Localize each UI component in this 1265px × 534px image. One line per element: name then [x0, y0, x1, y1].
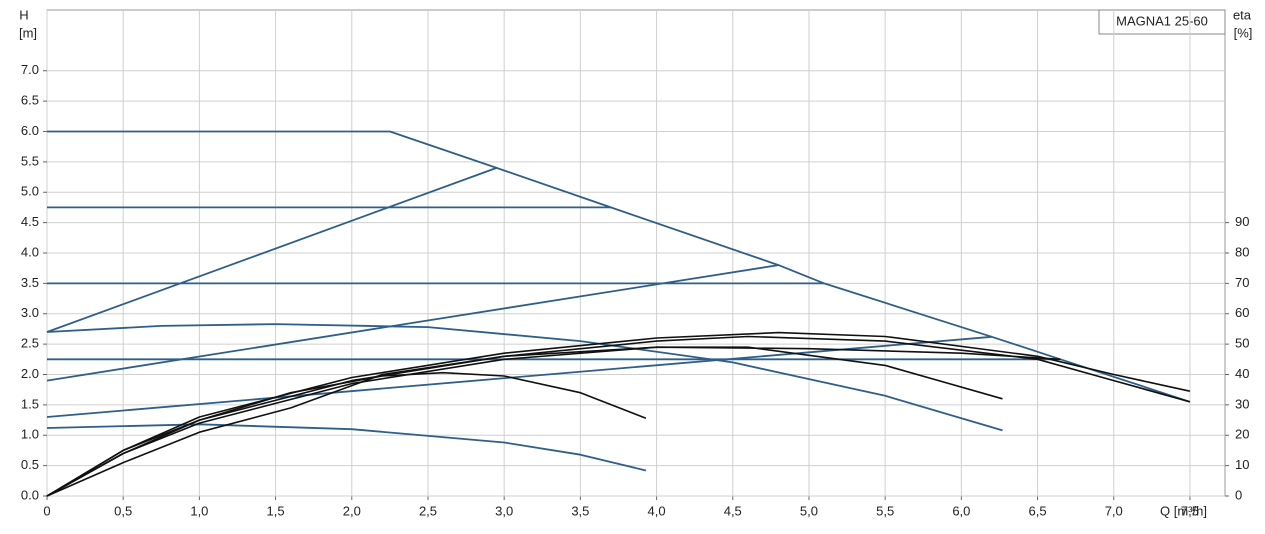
curve [46, 264, 779, 382]
y-tick-label: 2.5 [21, 336, 39, 351]
y-tick-label: 7.0 [21, 62, 39, 77]
y2-tick-label: 20 [1235, 427, 1249, 442]
y2-tick-label: 10 [1235, 457, 1249, 472]
y2-tick-label: 30 [1235, 396, 1249, 411]
y-tick-label: 3.0 [21, 305, 39, 320]
y2-tick-label: 60 [1235, 305, 1249, 320]
y-tick-label: 5.5 [21, 153, 39, 168]
y-tick-label: 1.5 [21, 396, 39, 411]
x-tick-label: 7,0 [1105, 503, 1123, 518]
y2-tick-label: 40 [1235, 366, 1249, 381]
curve [46, 423, 647, 472]
curve [46, 323, 1003, 432]
y-unit: [m] [19, 25, 37, 40]
curve [46, 167, 497, 333]
legend-box [1098, 9, 1226, 35]
x-tick-label: 2,0 [343, 503, 361, 518]
x-tick-label: 6,0 [952, 503, 970, 518]
y-tick-label: 4.0 [21, 244, 39, 259]
y2-label: eta [1233, 7, 1252, 22]
y-tick-label: 3.5 [21, 275, 39, 290]
x-tick-label: 3,0 [495, 503, 513, 518]
x-tick-label: 0 [43, 503, 50, 518]
y2-tick-label: 80 [1235, 244, 1249, 259]
curve [46, 371, 647, 497]
curve [46, 335, 1191, 497]
y2-tick-label: 0 [1235, 487, 1242, 502]
x-tick-label: 4,0 [648, 503, 666, 518]
x-tick-label: 3,5 [571, 503, 589, 518]
curve [46, 331, 1191, 497]
y-tick-label: 6.0 [21, 123, 39, 138]
y-tick-label: 2.0 [21, 366, 39, 381]
y-tick-label: 6.5 [21, 93, 39, 108]
y-label: H [19, 7, 28, 22]
x-tick-label: 7,5 [1181, 503, 1199, 518]
x-tick-label: 1,5 [267, 503, 285, 518]
x-tick-label: 4,5 [724, 503, 742, 518]
y-tick-label: 5.0 [21, 184, 39, 199]
y2-unit: [%] [1234, 25, 1253, 40]
x-tick-label: 0,5 [114, 503, 132, 518]
y2-tick-label: 50 [1235, 336, 1249, 351]
curve [46, 346, 1003, 497]
y-tick-label: 0.5 [21, 457, 39, 472]
x-tick-label: 2,5 [419, 503, 437, 518]
y-tick-label: 4.5 [21, 214, 39, 229]
x-tick-label: 5,0 [800, 503, 818, 518]
x-label: Q [m³/h] [1160, 503, 1207, 518]
y-tick-label: 0.0 [21, 487, 39, 502]
x-tick-label: 6,5 [1029, 503, 1047, 518]
y2-tick-label: 70 [1235, 275, 1249, 290]
x-tick-label: 1,0 [190, 503, 208, 518]
x-tick-label: 5,5 [876, 503, 894, 518]
y2-tick-label: 90 [1235, 214, 1249, 229]
y-tick-label: 1.0 [21, 427, 39, 442]
curve [46, 346, 1061, 497]
legend-text: MAGNA1 25-60 [1116, 13, 1208, 28]
